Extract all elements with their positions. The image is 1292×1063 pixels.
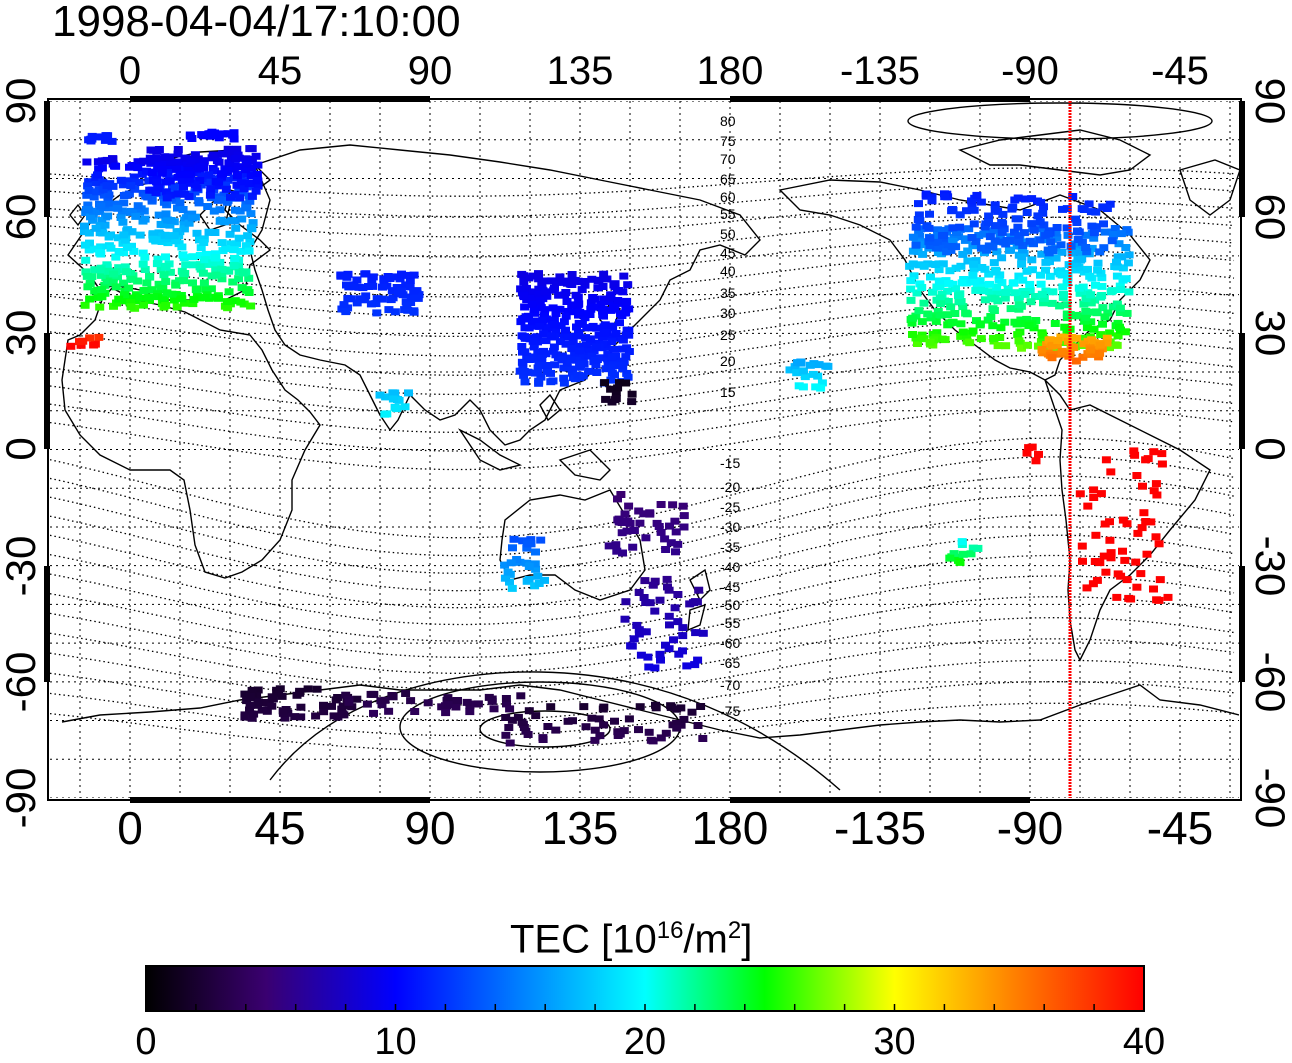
left-lat-label: -90 [0, 768, 44, 829]
contour-label: -50 [720, 597, 740, 613]
bottom-lon-label: -45 [1147, 802, 1213, 854]
top-lon-label: 180 [697, 49, 764, 93]
bottom-longitude-labels: 0 45 90 135 180 -135 -90 -45 [117, 802, 1213, 854]
colorbar-title-end: ] [741, 917, 753, 962]
left-lat-label: 60 [0, 194, 44, 241]
colorbar-title-exp1: 16 [656, 917, 684, 944]
contour-label: -75 [720, 703, 740, 719]
plot-title: 1998-04-04/17:10:00 [52, 0, 461, 46]
contour-label: -45 [720, 579, 740, 595]
contour-label: -65 [720, 655, 740, 671]
left-lat-label: -60 [0, 652, 44, 713]
contour-label: 40 [720, 263, 736, 279]
bottom-lon-label: 0 [117, 802, 143, 854]
contour-label: -35 [720, 539, 740, 555]
contour-label: -25 [720, 499, 740, 515]
contour-label: -15 [720, 455, 740, 471]
top-lon-label: 45 [258, 49, 303, 93]
contour-label: 35 [720, 285, 736, 301]
left-lat-label: 0 [0, 437, 44, 460]
contour-label: 30 [720, 305, 736, 321]
bottom-lon-label: -135 [834, 802, 926, 854]
contour-label: 75 [720, 133, 736, 149]
top-lon-label: -135 [840, 49, 920, 93]
contour-label: 60 [720, 189, 736, 205]
bottom-lon-label: 180 [692, 802, 769, 854]
left-lat-label: 30 [0, 310, 44, 357]
contour-label: 70 [720, 151, 736, 167]
left-lat-label: 90 [0, 78, 44, 125]
contour-label: -55 [720, 615, 740, 631]
right-lat-label: 30 [1247, 310, 1292, 357]
colorbar-tick-label: 20 [623, 1021, 667, 1063]
top-lon-label: -45 [1151, 49, 1209, 93]
top-lon-label: 0 [119, 49, 141, 93]
contour-label: 65 [720, 171, 736, 187]
contour-label: -60 [720, 635, 740, 651]
contour-label: -70 [720, 677, 740, 693]
top-lon-label: -90 [1001, 49, 1059, 93]
colorbar-minor-ticks [145, 1004, 1145, 1011]
contour-label: 20 [720, 353, 736, 369]
colorbar-title-exp2: 2 [727, 917, 742, 944]
left-lat-label: -30 [0, 536, 44, 597]
colorbar-title-mid: /m [683, 917, 728, 962]
bottom-lon-label: 45 [254, 802, 305, 854]
contour-label: 45 [720, 245, 736, 261]
contour-label: 15 [720, 384, 736, 400]
top-lon-label: 90 [408, 49, 453, 93]
tec-data-points [66, 128, 1173, 747]
frame-ticks [44, 96, 1245, 803]
colorbar [145, 965, 1145, 1012]
contour-label: 80 [720, 113, 736, 129]
colorbar-tick-label: 40 [1122, 1021, 1166, 1063]
right-latitude-labels: 90 60 30 0 -30 -60 -90 [1247, 78, 1292, 829]
colorbar-title-main: TEC [10 [510, 917, 657, 962]
contour-label: -30 [720, 519, 740, 535]
top-longitude-labels: 0 45 90 135 180 -135 -90 -45 [119, 49, 1209, 93]
right-lat-label: 60 [1247, 194, 1292, 241]
right-lat-label: 0 [1247, 437, 1292, 460]
bottom-lon-label: 135 [542, 802, 619, 854]
bottom-lon-label: -90 [997, 802, 1063, 854]
right-lat-label: 90 [1247, 78, 1292, 125]
colorbar-tick-label: 30 [873, 1021, 916, 1063]
colorbar-tick-label: 0 [135, 1021, 157, 1063]
top-lon-label: 135 [547, 49, 614, 93]
plot-frame [47, 98, 1242, 801]
contour-label: 25 [720, 327, 736, 343]
contour-label: 55 [720, 206, 736, 222]
right-lat-label: -90 [1247, 768, 1292, 829]
contour-label: -40 [720, 559, 740, 575]
right-lat-label: -30 [1247, 536, 1292, 597]
contour-label: 50 [720, 226, 736, 242]
bottom-lon-label: 90 [404, 802, 455, 854]
colorbar-tick-label: 10 [374, 1021, 417, 1063]
colorbar-title: TEC [1016/m2] [510, 908, 752, 962]
left-latitude-labels: 90 60 30 0 -30 -60 -90 [0, 78, 44, 829]
contour-label: -20 [720, 479, 740, 495]
right-lat-label: -60 [1247, 652, 1292, 713]
